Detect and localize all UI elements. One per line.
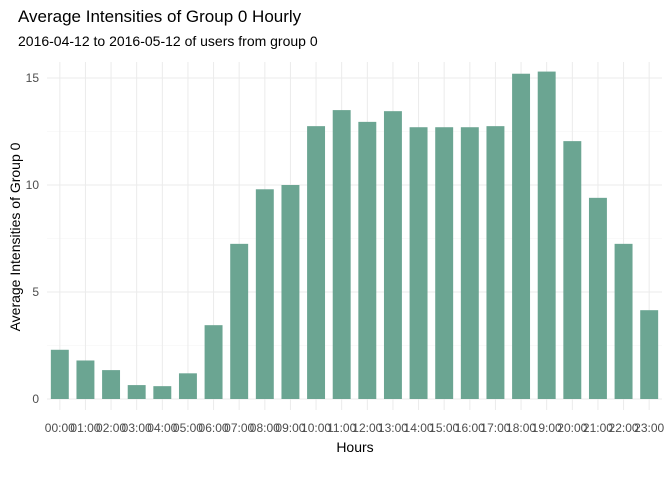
x-tick-label: 00:00	[45, 421, 75, 435]
x-tick-label: 16:00	[455, 421, 485, 435]
bar-2300	[640, 310, 659, 399]
x-tick-label: 01:00	[70, 421, 100, 435]
x-tick-label: 06:00	[199, 421, 229, 435]
x-tick-label: 11:00	[327, 421, 356, 435]
x-tick-label: 23:00	[634, 421, 664, 435]
y-axis-title: Average Intensities of Group 0	[7, 142, 23, 331]
bar-1300	[383, 111, 402, 400]
x-tick-label: 07:00	[224, 421, 254, 435]
x-tick-label: 19:00	[532, 421, 562, 435]
x-tick-label: 20:00	[557, 421, 587, 435]
x-tick-label: 18:00	[506, 421, 536, 435]
bar-0300	[127, 385, 146, 399]
bar-0700	[230, 243, 249, 399]
x-tick-label: 22:00	[609, 421, 639, 435]
x-tick-label: 17:00	[480, 421, 510, 435]
bar-0900	[281, 185, 300, 399]
bar-1500	[435, 127, 454, 399]
bar-1600	[460, 127, 479, 399]
y-tick-label: 5	[32, 285, 39, 299]
bar-1800	[512, 73, 531, 399]
bar-1000	[307, 126, 326, 400]
y-axis-ticks: 0 5 10 15	[26, 71, 40, 406]
y-tick-label: 15	[26, 71, 40, 85]
bar-0800	[255, 189, 274, 399]
x-tick-label: 04:00	[147, 421, 177, 435]
bar-2100	[588, 197, 607, 399]
bar-2000	[563, 141, 582, 399]
y-tick-label: 0	[32, 392, 39, 406]
x-axis-ticks: 00:0001:0002:0003:0004:0005:0006:0007:00…	[45, 421, 665, 435]
bar-2200	[614, 243, 633, 399]
bar-0600	[204, 325, 223, 399]
bar-0100	[76, 360, 95, 399]
plot-area: 0 5 10 15 00:0001:0002:0003:0004:0005:0006:…	[26, 62, 665, 435]
x-tick-label: 13:00	[378, 421, 408, 435]
chart-title: Average Intensities of Group 0 Hourly	[18, 7, 302, 26]
bar-0400	[153, 386, 172, 399]
bar-0500	[178, 373, 197, 399]
x-axis-title: Hours	[336, 439, 373, 455]
x-tick-label: 09:00	[275, 421, 305, 435]
bar-1700	[486, 126, 505, 400]
x-tick-label: 02:00	[96, 421, 126, 435]
bars	[50, 71, 659, 400]
bar-1200	[358, 121, 377, 400]
bar-1100	[332, 110, 351, 399]
bar-0000	[50, 349, 69, 399]
x-tick-label: 08:00	[250, 421, 280, 435]
x-tick-label: 03:00	[122, 421, 152, 435]
chart-subtitle: 2016-04-12 to 2016-05-12 of users from g…	[18, 33, 318, 49]
bar-0200	[102, 370, 121, 399]
x-tick-label: 12:00	[352, 421, 382, 435]
x-tick-label: 15:00	[429, 421, 459, 435]
x-tick-label: 14:00	[404, 421, 434, 435]
x-tick-label: 21:00	[583, 421, 613, 435]
x-tick-label: 10:00	[301, 421, 331, 435]
y-tick-label: 10	[26, 178, 40, 192]
bar-1900	[537, 71, 556, 399]
x-tick-label: 05:00	[173, 421, 203, 435]
bar-1400	[409, 127, 428, 399]
